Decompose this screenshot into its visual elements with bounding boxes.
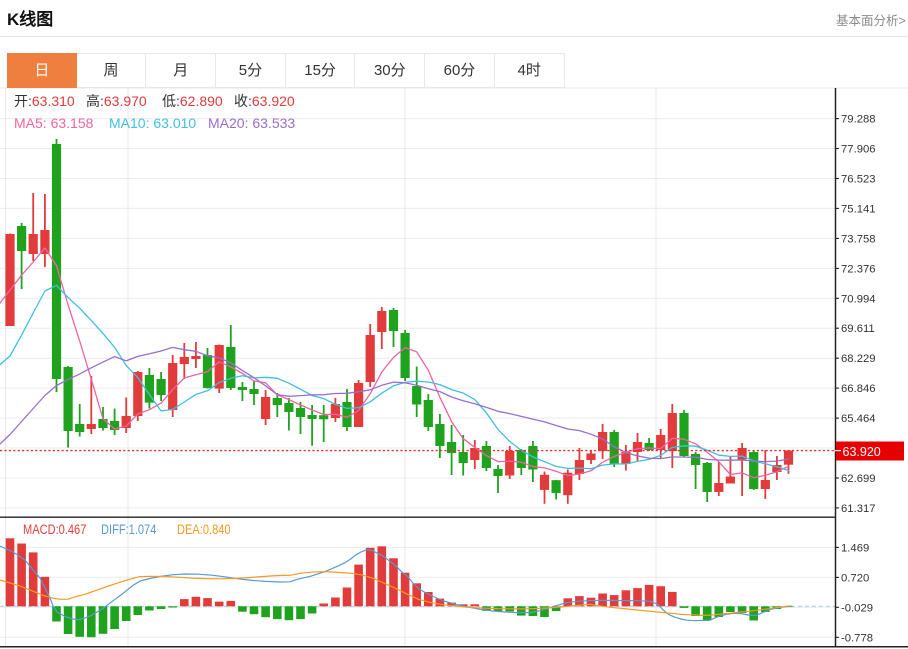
svg-text:-0.029: -0.029 — [841, 602, 873, 614]
svg-text:62.699: 62.699 — [841, 473, 876, 485]
svg-text:70.994: 70.994 — [841, 293, 876, 305]
svg-text:68.229: 68.229 — [841, 353, 876, 365]
svg-text:72.376: 72.376 — [841, 263, 876, 275]
svg-text:1.469: 1.469 — [841, 542, 869, 554]
svg-text:73.758: 73.758 — [841, 233, 876, 245]
svg-text:77.906: 77.906 — [841, 144, 876, 156]
svg-text:65.464: 65.464 — [841, 413, 876, 425]
svg-text:79.288: 79.288 — [841, 114, 876, 126]
svg-text:76.523: 76.523 — [841, 174, 876, 186]
svg-text:0.720: 0.720 — [841, 572, 869, 584]
svg-text:63.920: 63.920 — [843, 445, 881, 459]
svg-text:61.317: 61.317 — [841, 503, 876, 515]
svg-text:69.611: 69.611 — [841, 323, 875, 335]
svg-text:-0.778: -0.778 — [841, 632, 873, 644]
svg-text:75.141: 75.141 — [841, 203, 876, 215]
svg-text:66.846: 66.846 — [841, 383, 876, 395]
